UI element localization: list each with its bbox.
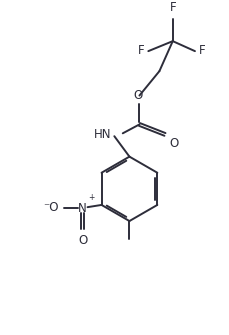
- Text: HN: HN: [94, 128, 111, 141]
- Text: F: F: [198, 44, 205, 57]
- Text: O: O: [169, 137, 178, 150]
- Text: N: N: [78, 202, 87, 215]
- Text: F: F: [169, 1, 175, 14]
- Text: ⁻O: ⁻O: [43, 201, 58, 214]
- Text: F: F: [137, 44, 144, 57]
- Text: O: O: [133, 89, 142, 102]
- Text: O: O: [78, 234, 87, 247]
- Text: +: +: [88, 193, 94, 202]
